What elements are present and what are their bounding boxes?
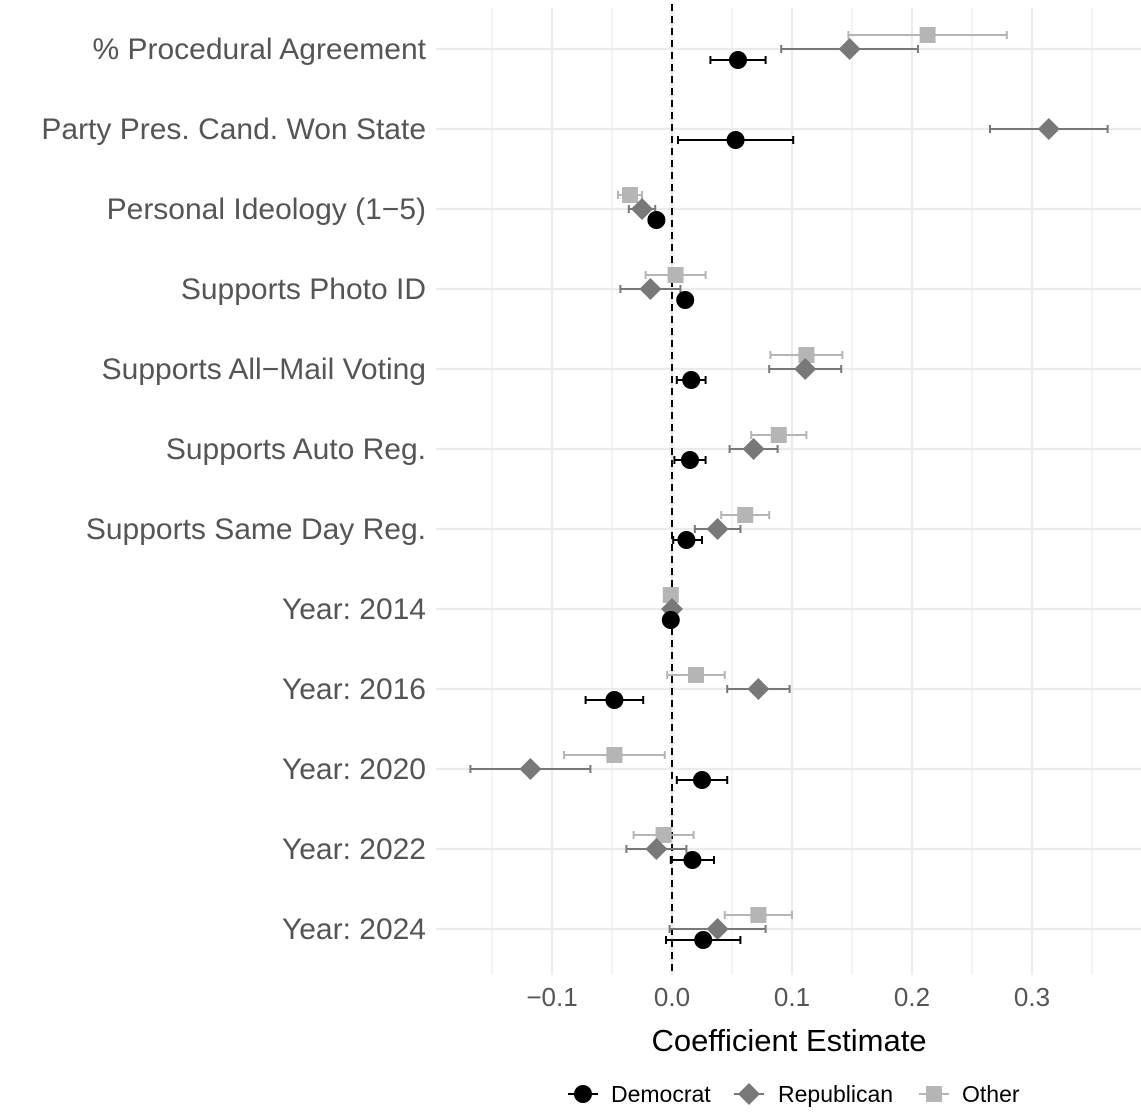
point-estimate [676,291,695,309]
y-category-label: Supports All−Mail Voting [102,353,426,386]
point-estimate [794,358,817,380]
point-estimate [750,907,767,923]
point-estimate [631,198,653,220]
series-marks [469,27,1109,949]
x-tick-label: 0.2 [894,982,930,1012]
point-estimate [677,531,696,549]
point-estimate [681,451,699,469]
point-estimate [1037,118,1060,140]
point-estimate [667,267,684,283]
y-category-label: Supports Same Day Reg. [86,513,426,546]
y-category-label: Year: 2024 [282,913,426,946]
point-estimate [639,278,662,300]
legend-key-marker [738,1083,760,1105]
point-estimate [605,691,624,709]
point-estimate [662,587,679,603]
y-category-label: Year: 2014 [282,593,426,626]
point-estimate [645,838,668,860]
point-estimate [838,38,861,60]
point-estimate [606,747,623,763]
legend-item-republican: Republican [734,1081,893,1107]
x-tick-label: 0.0 [654,982,690,1012]
legend-key-marker [926,1086,942,1102]
point-estimate [729,51,747,69]
minor-gridlines [491,8,1093,975]
point-estimate [647,211,666,229]
legend-key-marker [574,1085,592,1103]
major-gridlines [436,8,1141,975]
point-estimate [519,758,542,780]
legend-item-democrat: Democrat [568,1081,711,1107]
x-axis-tick-labels: −0.1 0.0 0.1 0.2 0.3 [526,982,1050,1012]
y-axis-category-labels: % Procedural Agreement Party Pres. Cand. … [41,33,426,946]
point-estimate [737,507,754,523]
point-estimate [655,827,672,843]
x-axis-title: Coefficient Estimate [651,1023,926,1058]
y-category-label: Year: 2020 [282,753,426,786]
point-estimate [688,667,704,683]
series-democrat [584,51,795,949]
point-estimate [706,518,729,540]
legend: Democrat Republican Other [568,1081,1020,1107]
point-estimate [706,918,729,940]
y-category-label: Year: 2022 [282,833,426,866]
point-estimate [693,771,711,789]
point-estimate [770,427,787,443]
y-category-label: Year: 2016 [282,673,426,706]
y-category-label: Party Pres. Cand. Won State [41,113,426,146]
y-category-label: Supports Photo ID [181,273,426,306]
x-tick-label: 0.1 [774,982,810,1012]
x-tick-label: −0.1 [526,982,577,1012]
point-estimate [747,678,770,700]
legend-item-other: Other [919,1081,1020,1107]
point-estimate [661,611,680,629]
legend-label: Republican [778,1081,893,1107]
point-estimate [742,438,765,460]
y-category-label: % Procedural Agreement [92,33,426,66]
point-estimate [726,131,745,149]
legend-label: Democrat [611,1081,711,1107]
point-estimate [622,187,638,203]
point-estimate [919,27,936,43]
point-estimate [683,851,702,869]
point-estimate [682,371,701,389]
y-category-label: Supports Auto Reg. [166,433,426,466]
series-other [563,27,1008,923]
legend-label: Other [962,1081,1020,1107]
x-tick-label: 0.3 [1014,982,1050,1012]
y-category-label: Personal Ideology (1−5) [107,193,426,226]
point-estimate [694,931,713,949]
series-republican [469,38,1109,940]
point-estimate [798,347,815,363]
